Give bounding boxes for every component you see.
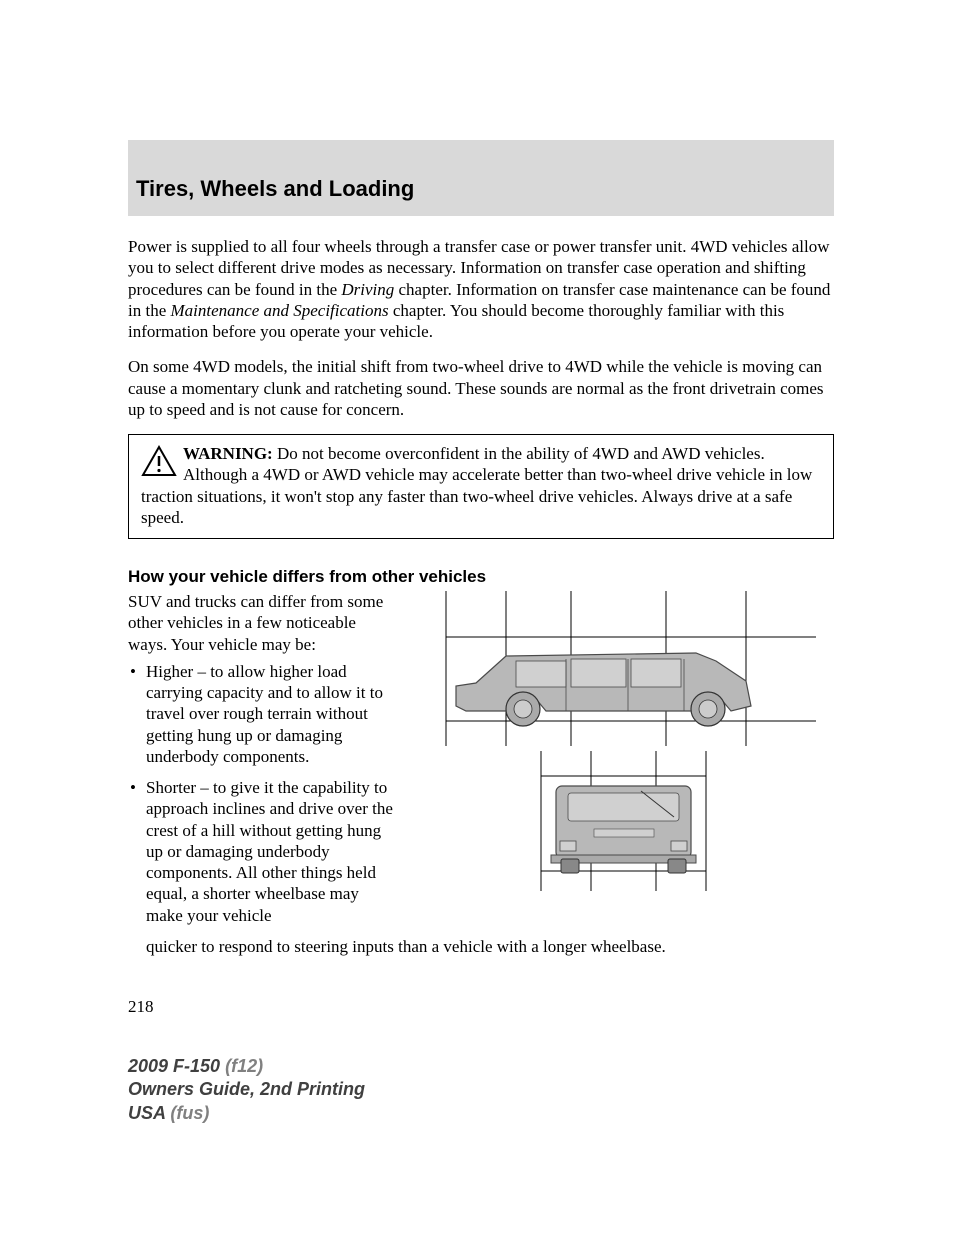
list-item: Higher – to allow higher load carrying c… xyxy=(128,661,398,767)
warning-box: WARNING: Do not become overconfident in … xyxy=(128,434,834,539)
paragraph-2: On some 4WD models, the initial shift fr… xyxy=(128,356,834,420)
page-container: Tires, Wheels and Loading Power is suppl… xyxy=(0,0,954,1077)
footer-line-2: Owners Guide, 2nd Printing xyxy=(128,1078,365,1101)
warning-icon xyxy=(141,445,177,477)
left-column: SUV and trucks can differ from some othe… xyxy=(128,591,398,936)
warning-label: WARNING: xyxy=(183,444,273,463)
footer: 2009 F-150 (f12) Owners Guide, 2nd Print… xyxy=(128,1055,365,1125)
p1-italic-1: Driving xyxy=(341,280,394,299)
subsection-heading: How your vehicle differs from other vehi… xyxy=(128,567,834,587)
p1-italic-2: Maintenance and Specifications xyxy=(171,301,389,320)
vehicle-rear-view xyxy=(551,786,696,873)
footer-code-1: (f12) xyxy=(220,1056,263,1076)
two-column-layout: SUV and trucks can differ from some othe… xyxy=(128,591,834,936)
footer-code-2: (fus) xyxy=(165,1103,209,1123)
bullet-continuation: quicker to respond to steering inputs th… xyxy=(128,936,834,957)
footer-model: 2009 F-150 xyxy=(128,1056,220,1076)
header-band: Tires, Wheels and Loading xyxy=(128,140,834,216)
vehicle-side-view xyxy=(456,653,751,726)
footer-line-3: USA (fus) xyxy=(128,1102,365,1125)
footer-line-1: 2009 F-150 (f12) xyxy=(128,1055,365,1078)
section-title: Tires, Wheels and Loading xyxy=(128,176,834,202)
right-column xyxy=(416,591,834,936)
bullet-list: Higher – to allow higher load carrying c… xyxy=(128,661,398,926)
subsection-intro: SUV and trucks can differ from some othe… xyxy=(128,591,398,655)
page-number: 218 xyxy=(128,997,834,1017)
paragraph-1: Power is supplied to all four wheels thr… xyxy=(128,236,834,342)
list-item: Shorter – to give it the capability to a… xyxy=(128,777,398,926)
footer-region: USA xyxy=(128,1103,165,1123)
vehicle-diagram xyxy=(416,591,816,891)
